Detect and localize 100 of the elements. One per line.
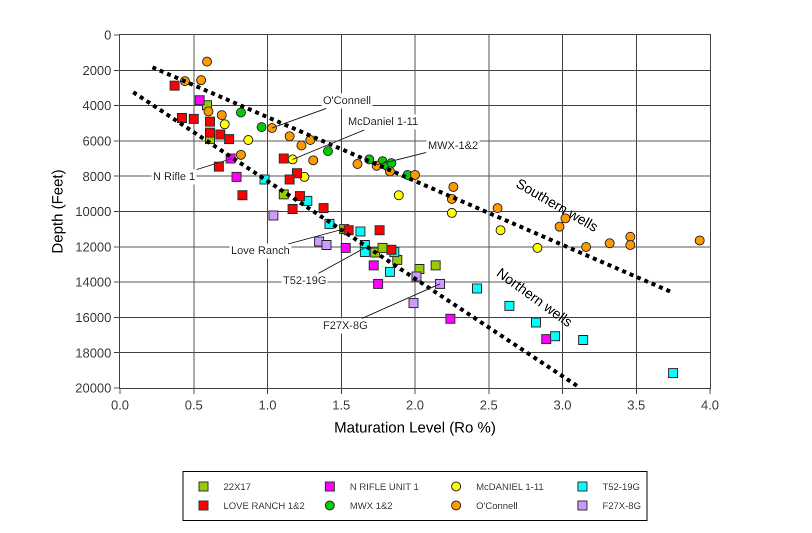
point: [288, 204, 298, 214]
point: [308, 155, 318, 166]
point: [214, 162, 224, 172]
point: [215, 130, 226, 140]
point: [220, 119, 230, 130]
x-tick-label: 2.0: [406, 398, 424, 413]
point: [496, 225, 506, 236]
point: [204, 128, 215, 138]
legend-label: MWX 1&2: [350, 501, 393, 512]
x-tick-label: 4.0: [700, 398, 720, 413]
point: [445, 314, 456, 324]
point: [237, 190, 248, 200]
x-tick-label: 3.5: [627, 398, 646, 413]
y-tick-label: 12000: [75, 239, 112, 254]
y-tick-label: 10000: [75, 204, 112, 220]
point: [430, 260, 441, 270]
annotation: T52-19G: [283, 275, 326, 287]
point: [188, 114, 199, 124]
point: [340, 242, 351, 253]
point: [550, 331, 560, 342]
annotation: MWX-1&2: [428, 140, 478, 152]
y-tick-label: 6000: [82, 133, 112, 148]
point: [625, 232, 636, 242]
point: [256, 122, 267, 132]
legend-label: LOVE RANCH 1&2: [224, 501, 305, 512]
x-tick-label: 2.5: [480, 398, 498, 413]
x-tick-label: 1.0: [258, 398, 277, 413]
point: [394, 190, 404, 200]
y-tick-label: 4000: [82, 98, 112, 114]
y-tick-label: 16000: [75, 310, 112, 325]
point: [216, 110, 227, 120]
point: [296, 140, 306, 150]
point: [368, 260, 379, 270]
point: [322, 240, 332, 250]
point: [202, 56, 212, 67]
point: [292, 168, 302, 178]
point: [532, 242, 542, 253]
point: [472, 283, 482, 294]
point: [352, 159, 362, 170]
point: [374, 225, 385, 236]
point: [322, 146, 333, 156]
point: [604, 238, 615, 248]
y-tick-label: 0: [104, 28, 112, 43]
legend-label: T52-19G: [602, 482, 640, 494]
point: [581, 242, 592, 252]
point: [194, 95, 205, 106]
point: [176, 112, 187, 123]
legend-label: McDANIEL 1-11: [476, 482, 544, 494]
point: [170, 80, 180, 91]
point: [236, 107, 246, 118]
point: [410, 170, 420, 180]
annotation: McDaniel 1-11: [348, 116, 418, 128]
point: [408, 298, 419, 308]
legend-label: N RIFLE UNIT 1: [350, 482, 419, 494]
y-tick-label: 2000: [82, 62, 112, 78]
legend-label: 22X17: [224, 482, 251, 494]
y-tick-label: 18000: [75, 345, 112, 360]
point: [243, 135, 254, 146]
point: [224, 134, 234, 144]
point: [448, 182, 458, 192]
point: [204, 106, 214, 116]
point: [446, 208, 457, 218]
point: [492, 203, 503, 214]
legend-label: O'Connell: [476, 501, 518, 512]
annotation: F27X-8G: [323, 320, 368, 332]
point: [541, 334, 552, 344]
point: [554, 222, 565, 232]
annotation: N Rifle 1: [153, 171, 196, 183]
annotation: O'Connell: [323, 95, 371, 107]
x-tick-label: 0.0: [110, 398, 130, 413]
point: [386, 244, 396, 255]
point: [196, 75, 206, 86]
annotation: Love Ranch: [231, 245, 290, 257]
point: [294, 191, 305, 202]
point: [268, 210, 278, 221]
point: [373, 278, 384, 289]
y-axis-title: Depth (Feet): [49, 169, 66, 254]
y-tick-label: 8000: [82, 168, 112, 184]
point: [284, 174, 295, 185]
point: [378, 242, 388, 253]
y-tick-label: 14000: [75, 274, 112, 290]
point: [236, 150, 246, 160]
point: [435, 278, 446, 289]
point: [578, 334, 588, 345]
point: [530, 318, 541, 328]
legend-label: F27X-8G: [602, 501, 641, 512]
point: [204, 116, 215, 127]
x-tick-label: 1.5: [332, 398, 350, 413]
point: [384, 266, 395, 277]
point: [318, 203, 329, 214]
x-tick-label: 0.5: [184, 398, 203, 413]
x-axis-title: Maturation Level (Ro %): [334, 420, 496, 437]
point: [278, 154, 289, 164]
point: [668, 368, 678, 378]
x-tick-label: 3.0: [553, 398, 572, 413]
point: [266, 123, 277, 134]
point: [355, 226, 366, 236]
point: [284, 131, 295, 142]
point: [694, 235, 705, 246]
y-tick-label: 20000: [75, 380, 112, 396]
